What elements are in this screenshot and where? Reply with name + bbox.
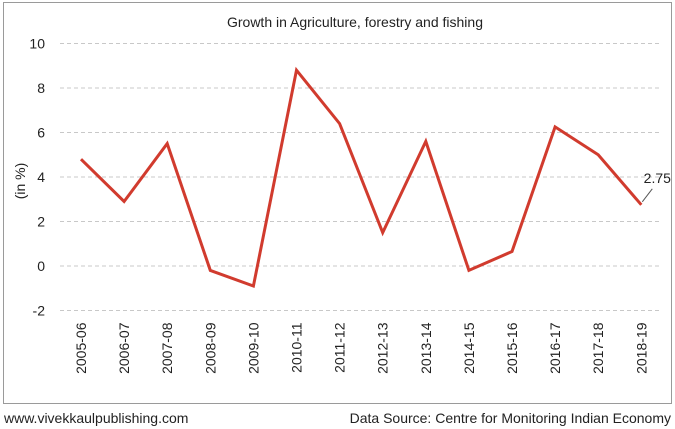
x-tick-label: 2017-18 — [590, 322, 606, 374]
x-tick-label: 2014-15 — [461, 322, 477, 374]
data-label: 2.75 — [644, 170, 671, 186]
chart-frame: Growth in Agriculture, forestry and fish… — [3, 2, 672, 404]
y-tick-label: 10 — [29, 36, 45, 52]
y-tick-label: 0 — [37, 258, 45, 274]
x-tick-label: 2018-19 — [633, 322, 649, 374]
chart-title: Growth in Agriculture, forestry and fish… — [227, 14, 483, 30]
annotation-layer: 2.75 — [641, 170, 671, 203]
footer-website: www.vivekkaulpublishing.com — [4, 410, 189, 426]
line-chart: Growth in Agriculture, forestry and fish… — [12, 14, 671, 374]
series-line — [79, 66, 643, 289]
y-tick-label: 6 — [37, 125, 45, 141]
y-tick-label: 2 — [37, 214, 45, 230]
x-tick-label: 2006-07 — [116, 322, 132, 374]
y-tick-label: -2 — [33, 303, 46, 319]
x-tick-label: 2013-14 — [418, 322, 434, 374]
x-tick-label: 2009-10 — [245, 322, 261, 374]
x-tick-label: 2010-11 — [289, 322, 305, 373]
y-tick-label: 8 — [37, 80, 45, 96]
x-tick-label: 2016-17 — [547, 322, 563, 374]
footer-data-source: Data Source: Centre for Monitoring India… — [349, 410, 671, 426]
y-tick-label: 4 — [37, 169, 45, 185]
x-axis-ticks: 2005-06 2006-07 2007-08 2008-09 2009-10 2010-… — [73, 322, 649, 374]
x-tick-label: 2015-16 — [504, 322, 520, 374]
series-layer — [79, 66, 643, 289]
annotation-leader — [641, 188, 653, 203]
x-tick-label: 2008-09 — [202, 322, 218, 374]
x-tick-label: 2005-06 — [73, 322, 89, 374]
x-tick-label: 2012-13 — [375, 322, 391, 374]
x-tick-label: 2011-12 — [332, 322, 348, 373]
y-axis-ticks: -2 0 2 4 6 8 10 — [29, 36, 45, 319]
y-axis-label: (in %) — [12, 163, 28, 200]
x-tick-label: 2007-08 — [159, 322, 175, 374]
